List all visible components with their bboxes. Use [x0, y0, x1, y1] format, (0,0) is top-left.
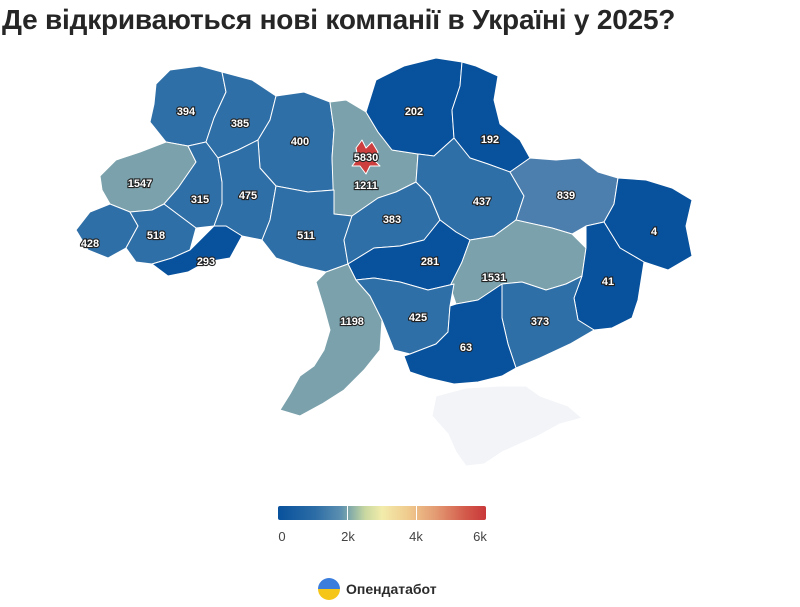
value-label-zakarpattia: 428 [81, 238, 99, 250]
value-label-sumy: 192 [481, 134, 499, 146]
value-label-chernihiv: 202 [405, 106, 423, 118]
value-label-donetsk: 41 [602, 276, 614, 288]
value-label-volyn: 394 [177, 106, 196, 118]
legend-tick-mark [347, 506, 348, 520]
value-label-khmelnytskyi: 475 [239, 190, 257, 202]
ukraine-map: 394 385 400 1211 5830 202 192 1547 315 475 511 383 4… [75, 57, 693, 467]
region-crimea[interactable] [431, 385, 583, 467]
region-kyiv-city[interactable] [351, 139, 381, 175]
value-label-chernivtsi: 293 [197, 256, 215, 268]
value-label-zaporizhzhia: 373 [531, 316, 549, 328]
value-label-mykolaiv: 425 [409, 312, 427, 324]
value-label-vinnytsia: 511 [297, 230, 315, 242]
legend-gradient [278, 506, 486, 520]
region-kherson[interactable] [403, 283, 517, 385]
value-label-kyiv-oblast: 1211 [354, 180, 378, 192]
legend-tick-label: 0 [278, 529, 286, 544]
region-chernivtsi[interactable] [151, 225, 243, 277]
page-title: Де відкриваються нові компанії в Україні… [2, 4, 676, 35]
color-legend [278, 506, 486, 520]
value-label-lviv: 1547 [128, 178, 152, 190]
brand-name: Опендатабот [346, 581, 437, 597]
legend-tick-mark [416, 506, 417, 520]
value-label-zhytomyr: 400 [291, 136, 309, 148]
region-luhansk[interactable] [603, 177, 693, 271]
value-label-dnipropetrovsk: 1531 [482, 272, 506, 284]
region-ternopil[interactable] [163, 141, 223, 229]
value-label-kirovohrad: 281 [421, 256, 439, 268]
legend-tick-label: 6k [473, 529, 487, 544]
value-label-luhansk: 4 [651, 226, 658, 238]
brand: Опендатабот [318, 578, 437, 600]
value-label-ivano-frankivsk: 518 [147, 230, 165, 242]
value-label-kyiv-city: 5830 [354, 152, 378, 164]
legend-tick-label: 2k [341, 529, 355, 544]
value-label-ternopil: 315 [191, 194, 209, 206]
value-label-kharkiv: 839 [557, 190, 575, 202]
value-label-kherson: 63 [460, 342, 472, 354]
value-label-cherkasy: 383 [383, 214, 401, 226]
value-label-rivne: 385 [231, 118, 249, 130]
legend-tick-label: 4k [409, 529, 423, 544]
opendatabot-logo-icon [318, 578, 340, 600]
value-label-poltava: 437 [473, 196, 491, 208]
value-label-odesa: 1198 [340, 316, 364, 328]
